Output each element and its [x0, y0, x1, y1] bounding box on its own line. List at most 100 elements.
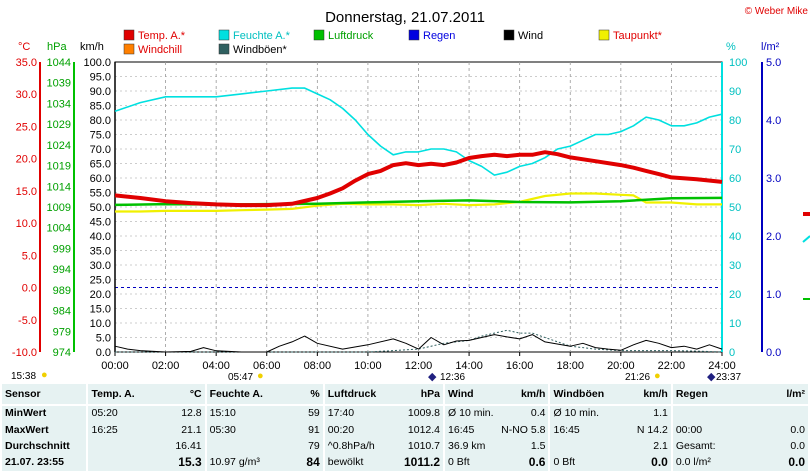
wind-tick-label: 10.0: [90, 318, 111, 330]
rain-tick-label: 1.0: [766, 289, 781, 301]
wind-tick-label: 100.0: [83, 57, 111, 69]
stats-header-row: Sensor Temp. A. °C Feuchte A.% Luftdruck h…: [0, 384, 810, 406]
legend-swatch: [218, 29, 230, 41]
temp-tick-label: 35.0: [16, 57, 37, 69]
copyright-label: © Weber Mike: [745, 6, 809, 17]
time-tick-label: 16:00: [506, 360, 534, 372]
rain-tick-label: 2.0: [766, 231, 781, 243]
series-line-feuchte-a: [114, 87, 723, 176]
header-sensor: Sensor: [0, 384, 89, 406]
stats-row-min: MinWert 05:20 12.8 15:10 59 17:40 1009.8 Ø …: [0, 404, 810, 423]
pressure-tick-label: 1014: [47, 181, 71, 193]
time-tick-label: 10:00: [354, 360, 382, 372]
time-tick-label: 12:00: [405, 360, 433, 372]
time-tick-label: 04:00: [202, 360, 230, 372]
legend-label: Feuchte A.*: [233, 30, 291, 42]
header-regen: Regen l/m²: [670, 384, 810, 406]
sunset-label: 21:26: [625, 372, 651, 383]
pressure-tick-label: 984: [53, 306, 71, 318]
pressure-tick-label: 974: [53, 347, 71, 359]
legend-label: Windchill: [138, 44, 182, 56]
time-tick-label: 18:00: [556, 360, 584, 372]
pressure-tick-label: 1034: [47, 98, 71, 110]
sun-icon: ●: [654, 370, 661, 382]
time-tick-label: 22:00: [658, 360, 686, 372]
edge-mark-humidity: [802, 235, 810, 243]
wind-tick-label: 0.0: [96, 347, 111, 359]
wind-tick-label: 75.0: [90, 130, 111, 142]
time-tick-label: 20:00: [607, 360, 635, 372]
pressure-tick-label: 1044: [47, 57, 71, 69]
pressure-unit-label: hPa: [47, 41, 67, 53]
wind-tick-label: 35.0: [90, 246, 111, 258]
temp-tick-label: 15.0: [16, 186, 37, 198]
pressure-tick-label: 979: [53, 326, 71, 338]
edge-mark-temp: [803, 212, 810, 216]
wind-tick-label: 20.0: [90, 289, 111, 301]
wind-tick-label: 95.0: [90, 72, 111, 84]
pressure-tick-label: 994: [53, 264, 71, 276]
moon-icon: ◆: [428, 371, 437, 383]
wind-tick-label: 85.0: [90, 101, 111, 113]
legend-label: Windböen*: [233, 44, 288, 56]
rain-tick-label: 5.0: [766, 57, 781, 69]
pressure-tick-label: 1004: [47, 223, 71, 235]
humidity-tick-label: 60: [729, 173, 741, 185]
humidity-tick-label: 20: [729, 289, 741, 301]
legend-label: Regen: [423, 30, 455, 42]
time-tick-label: 14:00: [455, 360, 483, 372]
time-tick-label: 06:00: [253, 360, 281, 372]
data-series: [114, 87, 723, 353]
rain-tick-label: 4.0: [766, 115, 781, 127]
humidity-tick-label: 100: [729, 57, 747, 69]
stats-row-avg: Durchschnitt 16.41 79 ^0.8hPa/h 1010.7 36…: [0, 438, 810, 455]
legend-swatch: [313, 29, 325, 41]
pressure-tick-label: 1009: [47, 202, 71, 214]
wind-tick-label: 45.0: [90, 217, 111, 229]
wind-tick-label: 90.0: [90, 86, 111, 98]
moon-icon: ◆: [707, 371, 716, 383]
series-line-windb-en: [115, 329, 723, 353]
temp-tick-label: -5.0: [18, 315, 37, 327]
temp-tick-label: -10.0: [12, 347, 37, 359]
humidity-tick-label: 50: [729, 202, 741, 214]
humidity-tick-label: 80: [729, 115, 741, 127]
pressure-tick-label: 1024: [47, 140, 71, 152]
temp-unit-label: °C: [18, 41, 30, 53]
header-wind: Wind km/h: [443, 384, 551, 406]
chart-legend: Temp. A.* Feuchte A.* Luftdruck Regen Wind Ta…: [123, 29, 663, 56]
legend-swatch: [503, 29, 515, 41]
legend-swatch: [598, 29, 610, 41]
current-time-label: 15:38: [11, 371, 37, 382]
sunrise-label: 05:47: [228, 372, 254, 383]
legend-label: Taupunkt*: [613, 30, 663, 42]
humidity-tick-label: 70: [729, 144, 741, 156]
statistics-table: Sensor Temp. A. °C Feuchte A.% Luftdruck h…: [0, 384, 810, 471]
temp-tick-label: 5.0: [22, 250, 37, 262]
sun-icon: ●: [257, 370, 264, 382]
humidity-tick-label: 40: [729, 231, 741, 243]
header-windboen: Windböen km/h: [548, 384, 673, 406]
wind-tick-label: 50.0: [90, 202, 111, 214]
humidity-unit-label: %: [726, 41, 736, 53]
axis-units: °C hPa km/h% l/m²: [18, 41, 780, 53]
pressure-tick-label: 999: [53, 243, 71, 255]
legend-swatch: [408, 29, 420, 41]
time-tick-label: 08:00: [304, 360, 332, 372]
legend-swatch: [123, 29, 135, 41]
humidity-tick-label: 90: [729, 86, 741, 98]
moon-time-label: 23:37: [716, 372, 742, 383]
time-tick-label: 00:00: [101, 360, 129, 372]
temp-tick-label: 25.0: [16, 121, 37, 133]
series-line-taupunkt: [115, 192, 722, 213]
pressure-tick-label: 1039: [47, 78, 71, 90]
wind-tick-label: 80.0: [90, 115, 111, 127]
pressure-tick-label: 989: [53, 285, 71, 297]
wind-tick-label: 65.0: [90, 159, 111, 171]
legend-label: Temp. A.*: [138, 30, 186, 42]
wind-tick-label: 40.0: [90, 231, 111, 243]
time-tick-label: 02:00: [152, 360, 180, 372]
plot-grid: [115, 62, 722, 352]
sun-moon-row: 15:38 ● 05:47 ● ◆ 12:36 21:26 ● ◆ 23:37: [0, 369, 810, 384]
moon-time-label: 12:36: [440, 372, 466, 383]
